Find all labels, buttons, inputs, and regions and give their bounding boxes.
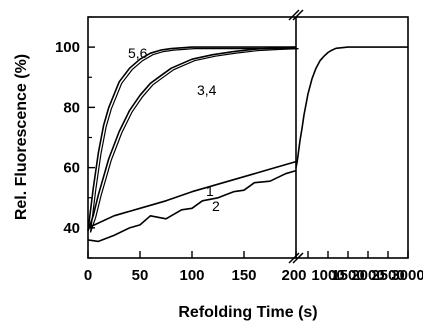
x-tick-label-p1-5: 3000 <box>391 267 423 284</box>
series-line-2 <box>87 169 297 243</box>
x-tick-label-p1-1: 1000 <box>311 267 344 284</box>
x-tick-label-p0-3: 150 <box>231 267 256 284</box>
x-tick-label-p1-3: 2000 <box>351 267 384 284</box>
x-tick-label-p1-2: 1500 <box>331 267 364 284</box>
y-tick-label-2: 80 <box>63 99 80 116</box>
curve-label-1: 1 <box>206 183 214 199</box>
axis-break-mark-top-1 <box>288 9 300 21</box>
x-tick-label-p0-1: 50 <box>132 267 149 284</box>
y-tick-label-1: 60 <box>63 160 80 177</box>
y-axis-title: Rel. Fluorescence (%) <box>13 54 30 220</box>
series-line-5-6-pair <box>89 48 299 233</box>
curve-label-5-6: 5,6 <box>128 45 148 61</box>
x-tick-label-p1-4: 2500 <box>371 267 404 284</box>
axis-break-mark-bottom-1 <box>288 252 300 264</box>
x-tick-label-p0-4: 200 <box>281 267 306 284</box>
y-tick-label-3: 100 <box>55 39 80 56</box>
series-line-panel2 <box>295 46 408 168</box>
y-axis-ticks: 40 60 80 100 <box>55 16 95 259</box>
axis-break-mark-bottom-2 <box>292 252 304 264</box>
y-tick-label-0: 40 <box>63 220 80 237</box>
curve-label-3-4: 3,4 <box>197 82 217 98</box>
series-line-1 <box>87 160 297 229</box>
series-line-3-4 <box>87 46 297 232</box>
series-line-3-4-pair <box>89 48 299 233</box>
x-tick-label-p0-0: 0 <box>84 267 92 284</box>
x-axis-title: Refolding Time (s) <box>178 304 317 321</box>
x-tick-label-p0-2: 100 <box>179 267 204 284</box>
axis-break-mark-top-2 <box>292 9 304 21</box>
series-line-5-6 <box>87 46 296 231</box>
data-series <box>87 46 408 243</box>
curve-label-2: 2 <box>212 198 220 214</box>
